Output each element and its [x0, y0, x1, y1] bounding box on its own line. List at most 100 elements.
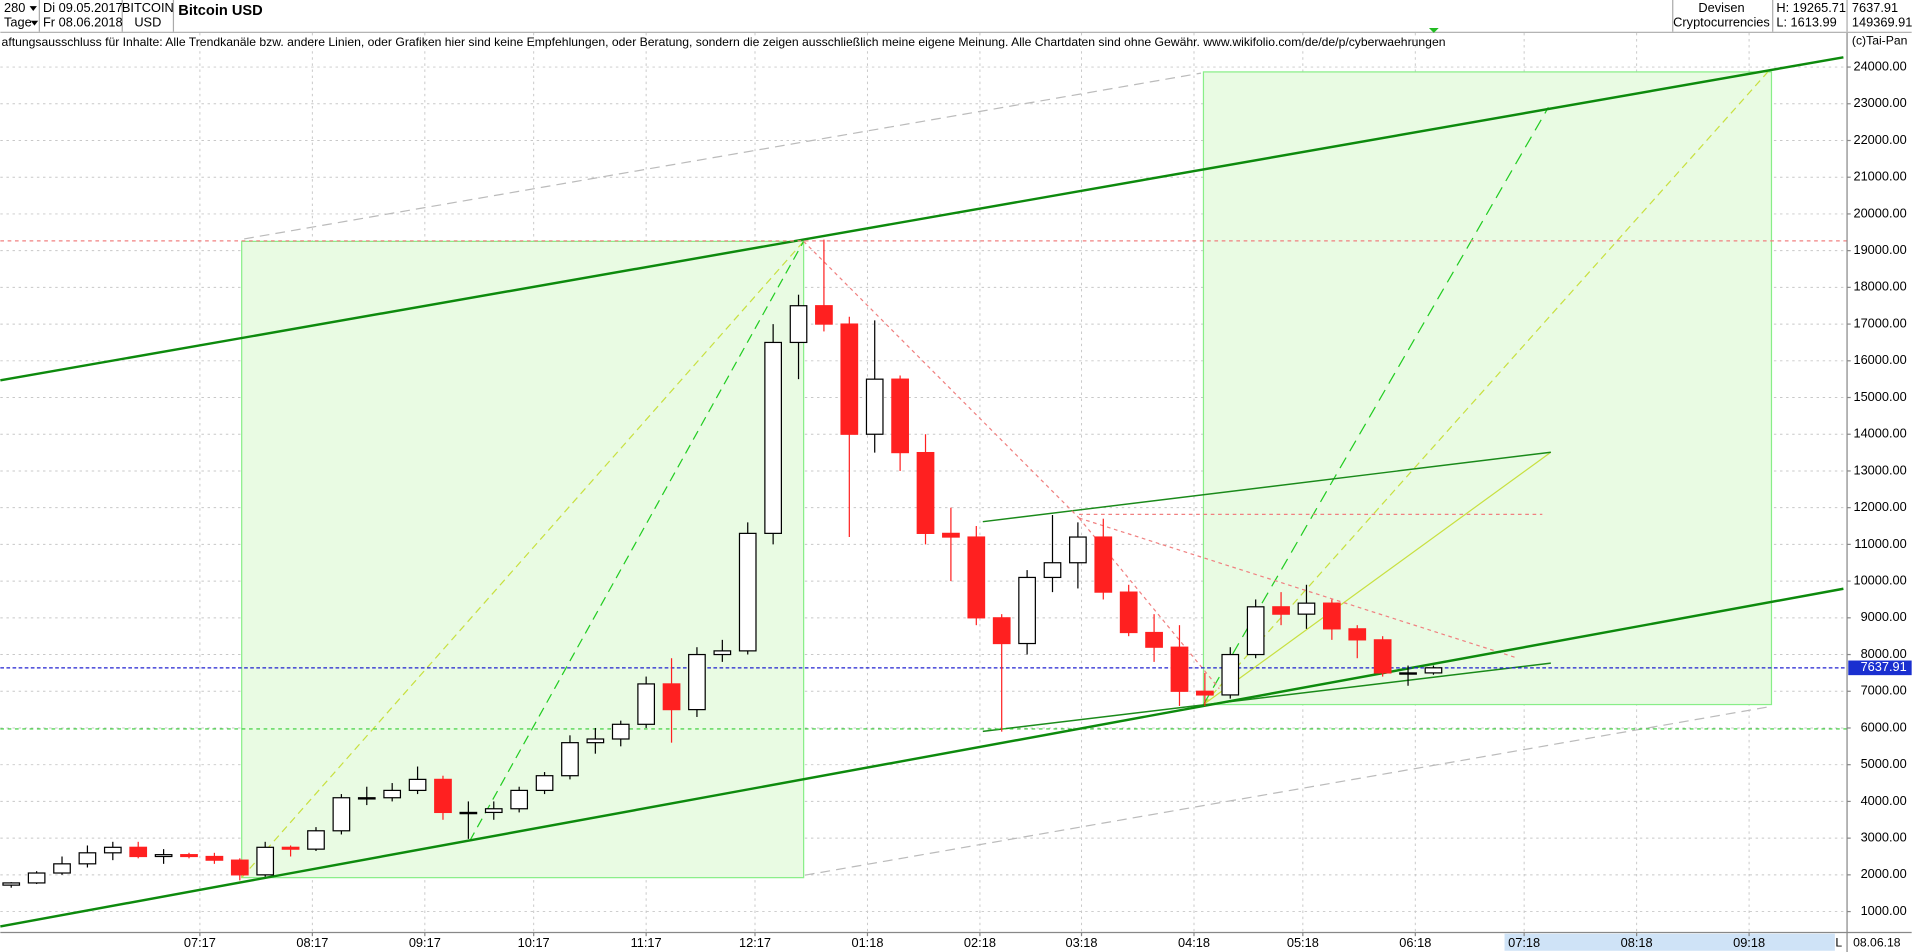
candle-body	[1272, 606, 1290, 615]
scale-mark[interactable]: L	[1835, 936, 1842, 950]
y-tick-label: 6000.00	[1861, 719, 1907, 734]
currency: USD	[134, 15, 161, 30]
trend-line	[1078, 517, 1519, 659]
candle-body	[2, 882, 21, 886]
candle-body	[1145, 631, 1163, 648]
marker	[1428, 28, 1439, 33]
candle-body	[891, 378, 909, 454]
trend-line	[241, 240, 805, 879]
y-tick-label: 8000.00	[1861, 646, 1907, 661]
x-tick-label: 12:17	[739, 935, 771, 950]
y-tick-label: 19000.00	[1853, 242, 1906, 257]
candle-body	[1373, 639, 1392, 674]
category: Cryptocurrencies	[1673, 15, 1770, 30]
last: 7637.91	[1852, 0, 1898, 15]
candle-body	[307, 830, 325, 850]
price-lines	[0, 240, 1848, 669]
candle-body	[1196, 690, 1214, 696]
y-tick-label: 9000.00	[1861, 609, 1907, 624]
candle-body	[611, 723, 630, 740]
candle-body	[484, 808, 503, 814]
x-tick-label: 03:18	[1066, 935, 1098, 950]
trend-line	[244, 72, 1202, 240]
copyright: (c)Tai-Pan	[1852, 34, 1907, 48]
y-tick-label: 16000.00	[1853, 352, 1906, 367]
candle-body	[967, 536, 986, 619]
x-tick-label: 10:17	[518, 935, 550, 950]
y-tick-label: 17000.00	[1853, 315, 1906, 330]
candle-body	[357, 797, 376, 800]
candle-body	[1170, 646, 1189, 692]
trend-line	[982, 451, 1551, 523]
candle-body	[764, 341, 782, 534]
candle-body	[815, 305, 833, 325]
candle-body	[688, 653, 706, 711]
y-tick-label: 13000.00	[1853, 462, 1906, 477]
future-band	[1504, 933, 1835, 951]
x-tick-label: 05:18	[1287, 935, 1319, 950]
y-tick-label: 4000.00	[1861, 793, 1907, 808]
x-tick-label: 11:17	[631, 935, 662, 950]
candle-body	[942, 532, 960, 538]
candle-body	[408, 778, 427, 792]
channel-upper	[0, 56, 1844, 382]
candle-body	[103, 846, 122, 854]
trend-line	[804, 706, 1768, 876]
candle-body	[332, 797, 351, 832]
candle-body	[713, 650, 732, 656]
candle-body	[992, 617, 1011, 645]
candle-body	[535, 775, 554, 792]
candle-body	[1246, 606, 1265, 656]
y-tick-label: 12000.00	[1853, 499, 1906, 514]
x-tick-label: 09:18	[1733, 935, 1765, 950]
x-tick-label: 07:18	[1508, 935, 1540, 950]
x-tick-label: 09:17	[409, 935, 441, 950]
end-date-label: 08.06.18	[1853, 936, 1901, 950]
start-date: Di 09.05.2017	[43, 0, 123, 15]
candle-body	[1348, 628, 1367, 641]
trend-line	[982, 662, 1551, 733]
symbol: BITCOIN	[122, 0, 174, 15]
period[interactable]: 280	[4, 0, 25, 15]
last-price-label: 7637.91	[1861, 659, 1907, 674]
y-tick-label: 10000.00	[1853, 572, 1906, 587]
y-tick-label: 24000.00	[1853, 58, 1906, 73]
candle-body	[865, 378, 884, 435]
candle-body	[840, 323, 859, 435]
dropdown-arrow	[30, 20, 39, 26]
trend-line	[803, 240, 1080, 519]
y-tick-label: 21000.00	[1853, 169, 1906, 184]
candle-body	[154, 854, 173, 858]
x-tick-label: 04:18	[1178, 935, 1210, 950]
header	[0, 0, 1912, 33]
axes: 1000.00 2000.00 3000.00 4000.00 5000.00 6000.…	[184, 58, 1912, 950]
x-tick-label: 01:18	[851, 935, 883, 950]
y-tick-label: 5000.00	[1861, 756, 1907, 771]
last-price-box	[1848, 660, 1912, 676]
candle-body	[738, 532, 757, 652]
candle-body	[78, 852, 97, 865]
candle-body	[281, 846, 300, 850]
candle-body	[230, 859, 249, 876]
candle-body	[180, 854, 198, 858]
candle-body	[434, 778, 452, 814]
unit[interactable]: Tage	[4, 15, 32, 30]
x-tick-label: 08:18	[1621, 935, 1653, 950]
candle-body	[1297, 602, 1316, 615]
candle-body	[129, 846, 148, 858]
candle-body	[205, 855, 224, 861]
candle-body	[662, 683, 681, 711]
high: H: 19265.71	[1776, 0, 1846, 15]
y-tick-label: 3000.00	[1861, 830, 1907, 845]
trend-line	[1202, 106, 1549, 705]
candle-body	[916, 451, 935, 534]
y-tick-label: 22000.00	[1853, 132, 1906, 147]
y-tick-label: 23000.00	[1853, 95, 1906, 110]
candle-body	[637, 683, 656, 725]
candle-body	[561, 742, 579, 777]
candle-body	[1119, 591, 1138, 634]
y-tick-label: 7000.00	[1861, 683, 1907, 698]
volume: 149369.91	[1852, 15, 1912, 30]
candle-body	[1221, 653, 1240, 696]
